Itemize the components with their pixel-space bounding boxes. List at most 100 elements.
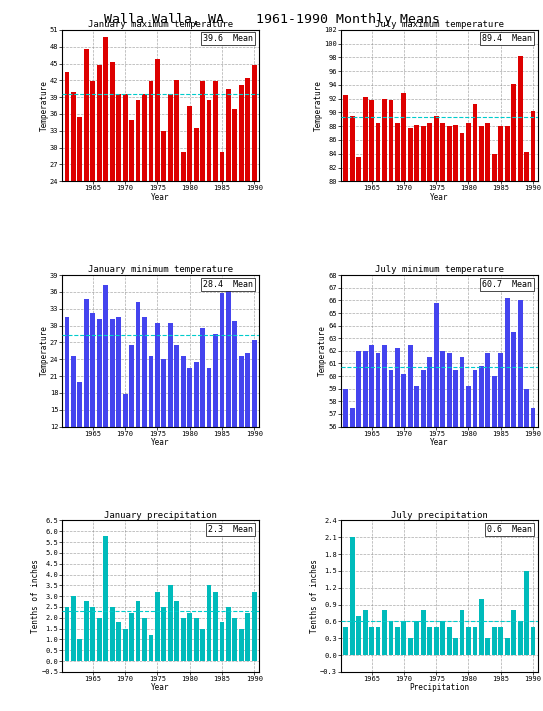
Bar	[479, 366, 484, 427]
Bar	[343, 389, 348, 427]
Bar	[116, 95, 121, 181]
Bar	[155, 59, 160, 181]
Bar	[78, 382, 83, 427]
Bar	[194, 362, 199, 427]
Bar	[207, 585, 211, 661]
Bar	[447, 127, 452, 181]
Bar	[219, 622, 224, 661]
Bar	[71, 92, 76, 181]
Bar	[110, 63, 115, 181]
Bar	[421, 370, 426, 427]
Bar	[376, 123, 381, 181]
Bar	[531, 111, 535, 181]
Bar	[434, 116, 439, 181]
Bar	[103, 535, 108, 661]
Bar	[512, 610, 516, 655]
Bar	[369, 627, 374, 655]
Text: 60.7  Mean: 60.7 Mean	[482, 279, 532, 289]
Bar	[382, 610, 387, 655]
Y-axis label: Temperature: Temperature	[318, 326, 327, 376]
Bar	[71, 356, 76, 427]
Text: 28.4  Mean: 28.4 Mean	[203, 279, 253, 289]
Title: July maximum temperature: July maximum temperature	[375, 20, 504, 29]
Bar	[90, 607, 95, 661]
Bar	[524, 571, 529, 655]
Bar	[136, 601, 141, 661]
Text: 89.4  Mean: 89.4 Mean	[482, 34, 532, 43]
Bar	[71, 597, 76, 661]
Bar	[213, 334, 218, 427]
Bar	[239, 629, 244, 661]
Bar	[382, 345, 387, 427]
Bar	[252, 340, 257, 427]
Bar	[97, 618, 102, 661]
Bar	[350, 538, 355, 655]
Bar	[239, 85, 244, 181]
Bar	[512, 84, 516, 181]
Bar	[401, 621, 406, 655]
Bar	[389, 370, 393, 427]
Bar	[181, 356, 186, 427]
Bar	[129, 346, 134, 427]
Bar	[369, 100, 374, 181]
Bar	[356, 351, 361, 427]
Bar	[472, 105, 477, 181]
Bar	[161, 607, 166, 661]
Bar	[148, 635, 153, 661]
Bar	[524, 389, 529, 427]
Bar	[232, 618, 237, 661]
Bar	[376, 353, 381, 427]
Bar	[123, 629, 128, 661]
Bar	[427, 627, 432, 655]
Bar	[350, 407, 355, 427]
Bar	[408, 638, 413, 655]
Bar	[232, 109, 237, 181]
Bar	[401, 93, 406, 181]
Bar	[187, 368, 192, 427]
Bar	[110, 319, 115, 427]
Bar	[466, 386, 471, 427]
X-axis label: Year: Year	[151, 193, 170, 202]
Title: July minimum temperature: July minimum temperature	[375, 265, 504, 274]
Bar	[498, 627, 503, 655]
Bar	[245, 353, 250, 427]
X-axis label: Precipitation: Precipitation	[409, 683, 470, 693]
Bar	[505, 638, 510, 655]
Bar	[142, 618, 147, 661]
Bar	[517, 621, 522, 655]
Text: 0.6  Mean: 0.6 Mean	[487, 525, 532, 534]
Bar	[207, 100, 211, 181]
Bar	[123, 95, 128, 181]
Bar	[505, 298, 510, 427]
Bar	[252, 65, 257, 181]
X-axis label: Year: Year	[151, 438, 170, 447]
Title: January maximum temperature: January maximum temperature	[88, 20, 233, 29]
Bar	[401, 373, 406, 427]
Bar	[356, 157, 361, 181]
Bar	[440, 621, 445, 655]
Bar	[408, 127, 413, 181]
Bar	[78, 639, 83, 661]
Bar	[382, 99, 387, 181]
Title: January precipitation: January precipitation	[104, 510, 217, 520]
Bar	[389, 100, 393, 181]
Bar	[472, 370, 477, 427]
Title: July precipitation: July precipitation	[391, 510, 488, 520]
Bar	[421, 127, 426, 181]
Bar	[453, 370, 458, 427]
Bar	[116, 622, 121, 661]
Bar	[90, 82, 95, 181]
Bar	[414, 621, 419, 655]
Bar	[492, 154, 497, 181]
Bar	[181, 152, 186, 181]
Bar	[453, 638, 458, 655]
Bar	[440, 351, 445, 427]
Bar	[97, 319, 102, 427]
Bar	[110, 607, 115, 661]
Title: January minimum temperature: January minimum temperature	[88, 265, 233, 274]
Bar	[512, 332, 516, 427]
Bar	[466, 627, 471, 655]
Bar	[181, 618, 186, 661]
Y-axis label: Temperature: Temperature	[40, 80, 48, 131]
Bar	[207, 368, 211, 427]
